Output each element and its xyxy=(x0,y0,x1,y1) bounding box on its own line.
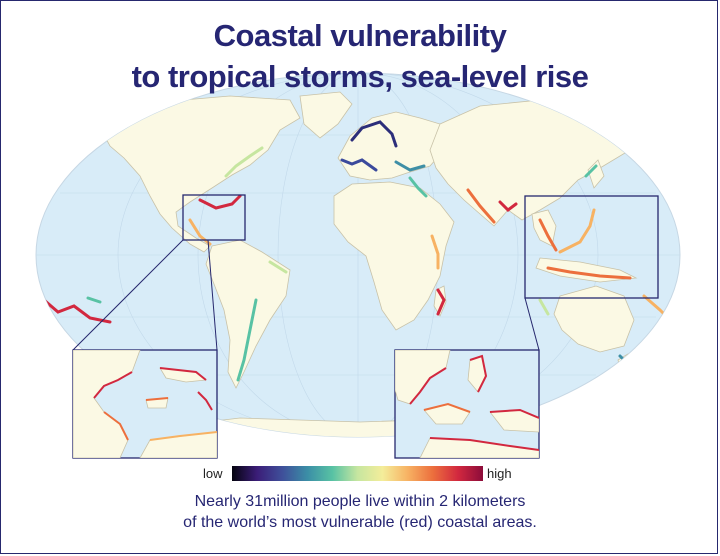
coast-segment xyxy=(430,234,440,270)
coast-segment xyxy=(538,298,550,316)
coast-segment xyxy=(188,218,212,246)
greenland-landmass xyxy=(299,91,353,139)
coast-segment xyxy=(584,164,598,178)
coast-segment xyxy=(86,296,102,304)
japan-landmass xyxy=(587,159,605,189)
coast-segment xyxy=(466,188,496,224)
coast-segment xyxy=(93,371,133,399)
madagascar-landmass xyxy=(433,285,447,317)
coast-segment xyxy=(268,260,288,274)
coast-segment xyxy=(498,200,518,212)
map-title-line-1: Coastal vulnerability xyxy=(213,18,507,53)
coast-segment xyxy=(436,288,446,316)
coast-segment xyxy=(197,391,213,411)
map-title-line-2: to tropical storms, sea-level rise xyxy=(131,59,589,94)
coast-segment xyxy=(469,354,488,393)
coast-segment xyxy=(408,176,428,198)
legend-high-label: high xyxy=(487,466,512,481)
coast-segment xyxy=(394,160,426,172)
coast-segment xyxy=(409,367,447,405)
connector-line xyxy=(72,239,184,351)
coast-segment xyxy=(42,298,112,324)
coast-segment xyxy=(538,218,558,252)
coast-segment xyxy=(236,298,258,382)
coast-segment xyxy=(423,402,471,413)
caribbean-zoom-box xyxy=(182,194,246,241)
southeast-asia-inset xyxy=(394,349,540,459)
caption-line-2: of the world’s most vulnerable (red) coa… xyxy=(183,514,537,531)
legend-low-label: low xyxy=(203,466,223,481)
coast-segment xyxy=(103,411,129,441)
coast-segment xyxy=(159,367,207,381)
southeast-asia-zoom-box xyxy=(524,195,659,299)
coast-segment xyxy=(340,158,378,172)
caribbean-inset xyxy=(72,349,218,459)
connector-line xyxy=(207,239,218,351)
coast-segment xyxy=(224,146,264,178)
coast-segment xyxy=(489,408,539,419)
africa-landmass xyxy=(333,181,455,331)
coast-segment xyxy=(558,208,596,254)
australia-landmass xyxy=(553,285,635,353)
coast-segment xyxy=(350,120,398,148)
legend-color-bar xyxy=(232,466,483,481)
caption-line-1: Nearly 31million people live within 2 ki… xyxy=(194,493,526,510)
coast-segment xyxy=(198,194,242,210)
north-america-landmass xyxy=(99,95,301,253)
coast-segment xyxy=(145,397,169,401)
coast-segment xyxy=(546,266,632,280)
south-america-landmass xyxy=(205,239,291,389)
coast-segment xyxy=(429,437,539,451)
connector-line xyxy=(524,297,540,351)
coast-segment xyxy=(618,354,634,370)
coast-segment xyxy=(149,431,217,441)
